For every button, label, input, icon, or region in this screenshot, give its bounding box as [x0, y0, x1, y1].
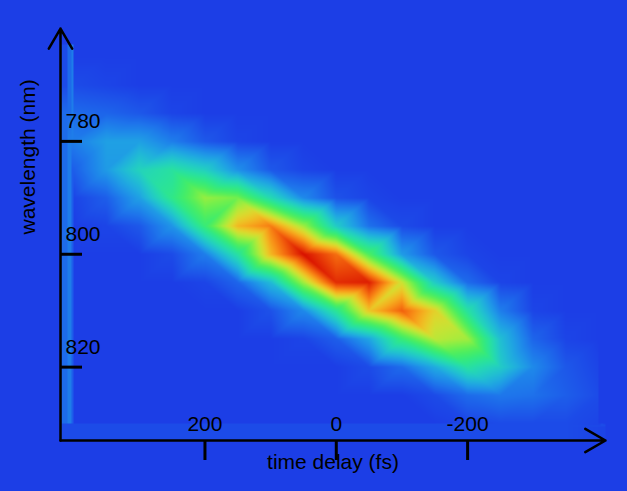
svg-text:820: 820 [66, 335, 101, 358]
svg-text:time delay (fs): time delay (fs) [267, 450, 399, 473]
svg-text:800: 800 [66, 222, 101, 245]
svg-text:wavelength (nm): wavelength (nm) [16, 79, 39, 235]
svg-text:200: 200 [187, 412, 222, 435]
svg-text:-200: -200 [447, 412, 489, 435]
svg-text:780: 780 [66, 109, 101, 132]
svg-text:0: 0 [330, 412, 342, 435]
